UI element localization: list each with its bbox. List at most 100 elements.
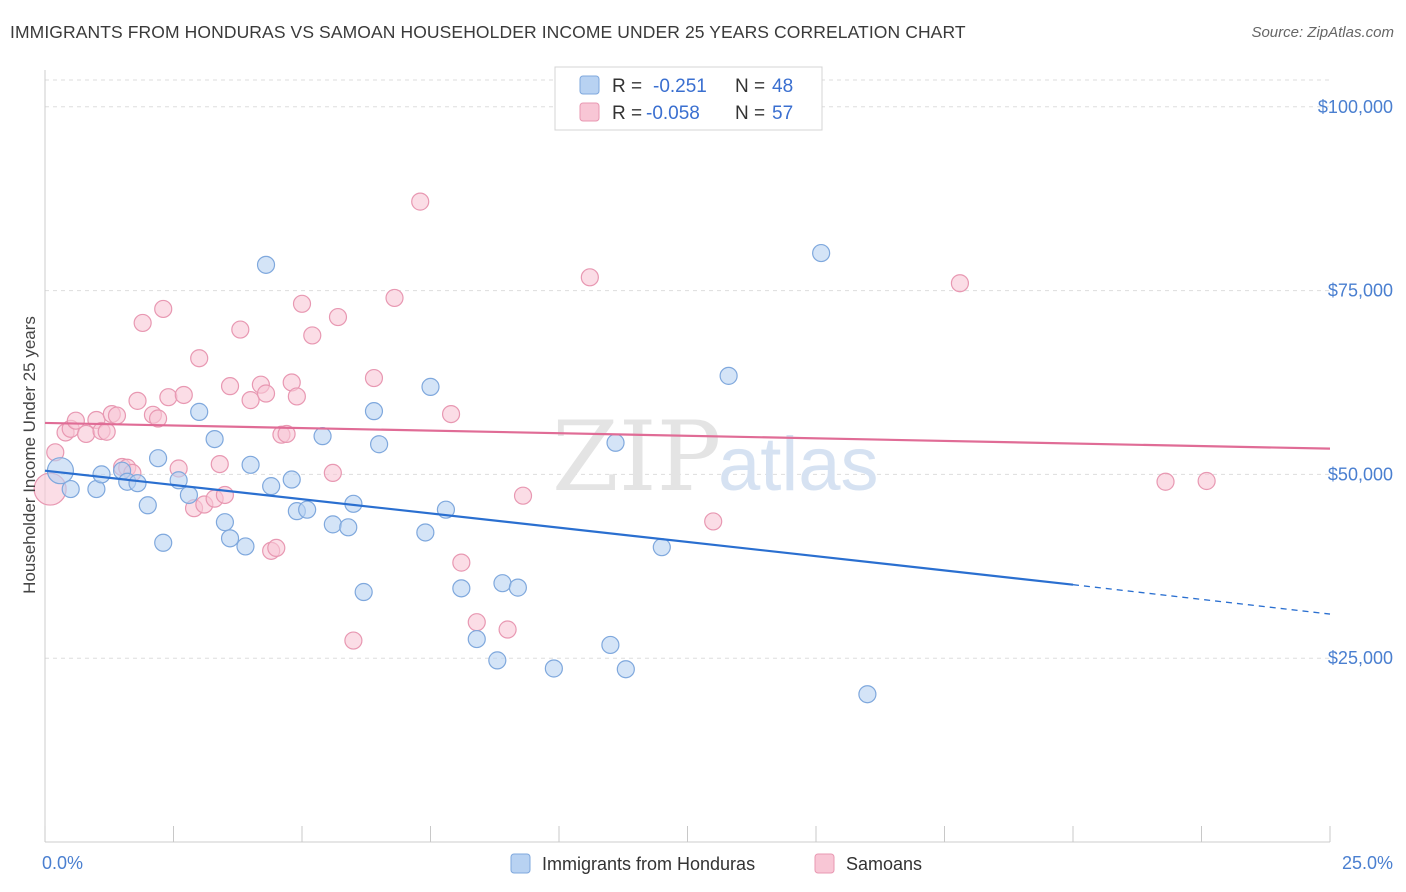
legend-r-label-samoans: R = <box>612 103 642 124</box>
point-samoans-50 <box>498 620 517 639</box>
point-samoans-4 <box>66 411 85 430</box>
point-honduras-29 <box>370 435 389 454</box>
point-honduras-11 <box>179 485 199 505</box>
legend-n-value-samoans: 57 <box>772 103 793 124</box>
y-tick-label-1: $50,000 <box>1328 464 1393 484</box>
point-samoans-49 <box>467 613 486 632</box>
y-tick-label-2: $75,000 <box>1328 281 1393 301</box>
bottom-legend-swatch-samoans <box>814 853 835 874</box>
trend-line-honduras <box>44 469 1074 586</box>
series-samoans <box>33 192 1216 650</box>
point-samoans-54 <box>950 274 970 293</box>
gridlines <box>45 79 1330 659</box>
point-honduras-35 <box>488 651 507 670</box>
point-samoans-55 <box>1156 472 1175 491</box>
point-honduras-30 <box>416 523 435 542</box>
point-samoans-8 <box>97 422 116 441</box>
point-honduras-17 <box>241 455 260 474</box>
point-honduras-12 <box>190 402 209 421</box>
point-honduras-45 <box>858 685 877 704</box>
x-tick-labels: 0.0% 25.0% <box>42 853 1393 873</box>
y-axis-label: Householder Income Under 25 years <box>20 316 39 594</box>
legend-swatch-honduras <box>579 75 600 95</box>
watermark-zip: ZIP <box>552 401 721 513</box>
point-honduras-34 <box>467 629 486 649</box>
point-samoans-21 <box>174 385 193 405</box>
legend-box <box>554 66 823 131</box>
point-honduras-23 <box>313 427 332 446</box>
point-honduras-38 <box>544 659 563 678</box>
point-honduras-20 <box>282 470 301 489</box>
point-honduras-40 <box>606 433 625 452</box>
bottom-legend-swatch-honduras <box>510 853 531 874</box>
trend-line-honduras-extension <box>1072 584 1331 615</box>
point-samoans-44 <box>364 368 384 388</box>
point-samoans-10 <box>107 406 127 425</box>
trend-line-samoans <box>44 421 1331 450</box>
point-samoans-42 <box>328 307 348 327</box>
x-tick-label-end: 25.0% <box>1342 853 1393 873</box>
point-honduras-1 <box>61 479 80 499</box>
bottom-legend-label-honduras: Immigrants from Honduras <box>542 854 755 874</box>
point-samoans-14 <box>128 391 147 410</box>
point-samoans-18 <box>154 299 173 319</box>
point-samoans-40 <box>303 326 322 345</box>
x-tick-label-start: 0.0% <box>42 853 83 873</box>
point-honduras-41 <box>616 660 635 679</box>
y-tick-label-3: $100,000 <box>1318 97 1393 117</box>
legend-n-label-samoans: N = <box>735 103 765 124</box>
point-samoans-56 <box>1197 471 1216 491</box>
legend-r-value-honduras: -0.251 <box>653 76 707 97</box>
point-honduras-24 <box>323 515 342 534</box>
point-honduras-22 <box>298 500 317 519</box>
point-samoans-47 <box>441 404 461 424</box>
point-honduras-7 <box>138 496 157 515</box>
point-samoans-23 <box>190 349 209 368</box>
correlation-legend: R = -0.251 N = 48 R = -0.058 N = 57 <box>554 66 823 131</box>
chart-title: IMMIGRANTS FROM HONDURAS VS SAMOAN HOUSE… <box>10 22 966 42</box>
point-samoans-34 <box>267 538 286 558</box>
point-honduras-44 <box>812 243 831 263</box>
point-honduras-8 <box>148 449 168 468</box>
legend-r-label-honduras: R = <box>612 76 642 97</box>
point-samoans-26 <box>210 454 229 474</box>
point-samoans-19 <box>159 388 178 407</box>
point-samoans-45 <box>385 288 404 308</box>
point-samoans-5 <box>77 424 96 444</box>
point-honduras-13 <box>205 429 224 449</box>
point-samoans-52 <box>580 268 599 287</box>
point-honduras-19 <box>262 477 281 496</box>
legend-n-label-honduras: N = <box>735 76 765 97</box>
bottom-legend-label-samoans: Samoans <box>846 854 922 874</box>
point-honduras-39 <box>601 635 620 655</box>
point-samoans-28 <box>220 377 240 396</box>
point-samoans-38 <box>287 387 306 406</box>
point-honduras-15 <box>220 529 240 548</box>
point-honduras-3 <box>92 465 111 484</box>
y-tick-labels: $25,000 $50,000 $75,000 $100,000 <box>1318 97 1393 668</box>
point-samoans-48 <box>452 553 471 572</box>
watermark-atlas: atlas <box>718 422 879 507</box>
point-samoans-30 <box>241 391 260 410</box>
point-honduras-16 <box>236 537 255 556</box>
point-honduras-42 <box>652 538 671 557</box>
point-samoans-29 <box>231 320 250 339</box>
legend-swatch-samoans <box>579 102 600 122</box>
point-honduras-18 <box>256 255 276 274</box>
trend-lines <box>44 421 1331 615</box>
point-samoans-46 <box>411 192 430 211</box>
series-legend: Immigrants from Honduras Samoans <box>510 853 922 874</box>
point-samoans-39 <box>292 294 312 313</box>
point-samoans-51 <box>513 486 533 505</box>
point-honduras-31 <box>421 377 440 396</box>
point-honduras-14 <box>215 513 234 532</box>
point-honduras-27 <box>354 582 373 602</box>
y-tick-label-0: $25,000 <box>1328 648 1393 668</box>
point-honduras-6 <box>128 474 147 493</box>
point-samoans-41 <box>323 463 342 483</box>
legend-n-value-honduras: 48 <box>772 76 793 97</box>
point-samoans-15 <box>133 313 152 333</box>
point-honduras-37 <box>508 578 527 597</box>
point-honduras-25 <box>339 518 358 537</box>
